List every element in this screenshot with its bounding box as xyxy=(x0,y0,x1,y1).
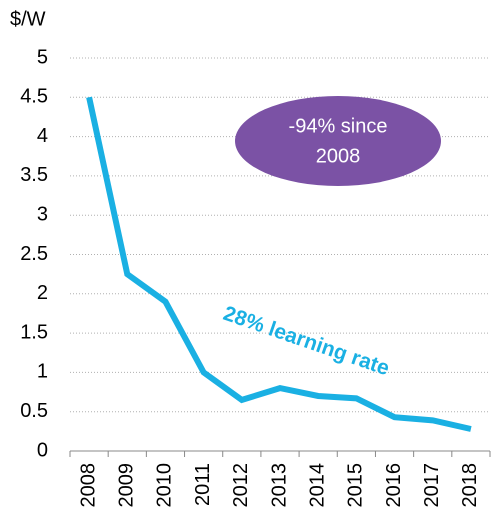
y-tick-label: 5 xyxy=(37,46,48,68)
annotation-text: 2008 xyxy=(316,145,361,167)
x-tick-label: 2010 xyxy=(154,463,176,508)
y-tick-label: 3 xyxy=(37,203,48,225)
x-tick-label: 2017 xyxy=(421,463,443,508)
x-tick-label: 2011 xyxy=(192,463,214,506)
y-tick-label: 3.5 xyxy=(20,164,48,186)
x-tick-label: 2016 xyxy=(383,463,405,508)
x-tick-label: 2009 xyxy=(116,463,138,508)
data-line xyxy=(86,96,472,432)
x-tick-label: 2015 xyxy=(345,463,367,508)
y-tick-label: 4.5 xyxy=(20,86,48,108)
x-tick-label: 2012 xyxy=(230,463,252,508)
y-tick-label: 2 xyxy=(37,282,48,304)
y-tick-label: 1 xyxy=(37,361,48,383)
y-tick-label: 0 xyxy=(37,439,48,461)
annotation-text: 28% learning rate xyxy=(220,302,392,380)
y-tick-label: 4 xyxy=(37,125,48,147)
y-tick-label: 2.5 xyxy=(20,243,48,265)
x-tick-label: 2008 xyxy=(77,463,99,508)
annotation-bubble xyxy=(235,96,441,186)
x-tick-label: 2014 xyxy=(306,463,328,508)
annotation-text: -94% since xyxy=(289,115,388,137)
y-tick-label: 0.5 xyxy=(20,400,48,422)
x-tick-label: 2013 xyxy=(268,463,290,508)
x-tick-label: 2018 xyxy=(459,463,481,508)
y-tick-label: 1.5 xyxy=(20,321,48,343)
y-axis-label: $/W xyxy=(10,8,46,30)
